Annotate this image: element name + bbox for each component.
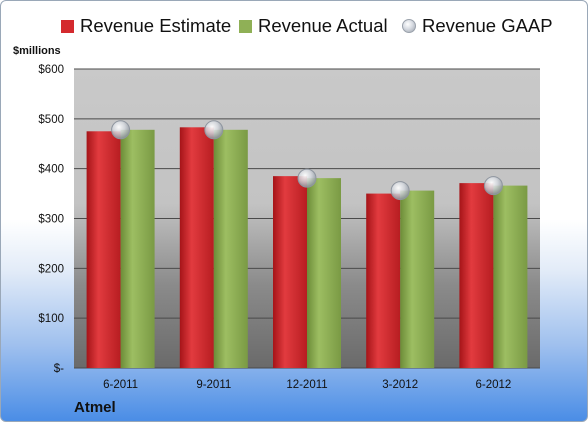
legend-marker-gaap	[402, 19, 416, 33]
y-tick-label: $300	[38, 214, 64, 226]
y-tick-label: $-	[54, 363, 64, 375]
bar-revenue-estimate	[86, 131, 121, 368]
bar-revenue-actual	[400, 190, 435, 368]
y-tick-label: $600	[38, 64, 64, 76]
y-tick-label: $200	[38, 263, 64, 275]
bar-revenue-estimate	[459, 183, 494, 368]
company-name: Atmel	[74, 399, 116, 416]
legend-swatch-actual	[239, 19, 252, 33]
y-axis-label: $millions	[13, 45, 61, 57]
legend-label-estimate: Revenue Estimate	[80, 15, 232, 36]
marker-revenue-gaap	[390, 181, 410, 201]
marker-revenue-gaap	[483, 176, 503, 196]
bar-revenue-actual	[213, 129, 248, 368]
bar-revenue-estimate	[179, 127, 214, 369]
legend-item-gaap: Revenue GAAP	[402, 15, 553, 37]
legend-label-gaap: Revenue GAAP	[422, 15, 553, 36]
x-tick-label: 3-2012	[382, 379, 418, 391]
legend-label-actual: Revenue Actual	[258, 15, 388, 36]
legend-swatch-estimate	[61, 19, 74, 33]
legend: Revenue Estimate Revenue Actual Revenue …	[1, 15, 587, 43]
marker-revenue-gaap	[297, 168, 317, 188]
marker-revenue-gaap	[111, 120, 131, 140]
y-tick-label: $400	[38, 164, 64, 176]
y-tick-label: $500	[38, 114, 64, 126]
x-tick-label: 9-2011	[196, 379, 231, 391]
y-tick-label: $100	[38, 313, 64, 325]
x-tick-label: 12-2011	[286, 379, 327, 391]
legend-item-estimate: Revenue Estimate	[61, 15, 231, 37]
x-tick-label: 6-2011	[103, 379, 138, 391]
bar-revenue-estimate	[273, 176, 307, 368]
bar-revenue-actual	[493, 185, 528, 368]
x-tick-label: 6-2012	[475, 379, 511, 391]
bar-revenue-actual	[307, 178, 341, 368]
legend-item-actual: Revenue Actual	[239, 15, 388, 37]
bar-revenue-estimate	[366, 193, 401, 368]
marker-revenue-gaap	[204, 120, 224, 140]
bar-revenue-actual	[120, 129, 155, 368]
